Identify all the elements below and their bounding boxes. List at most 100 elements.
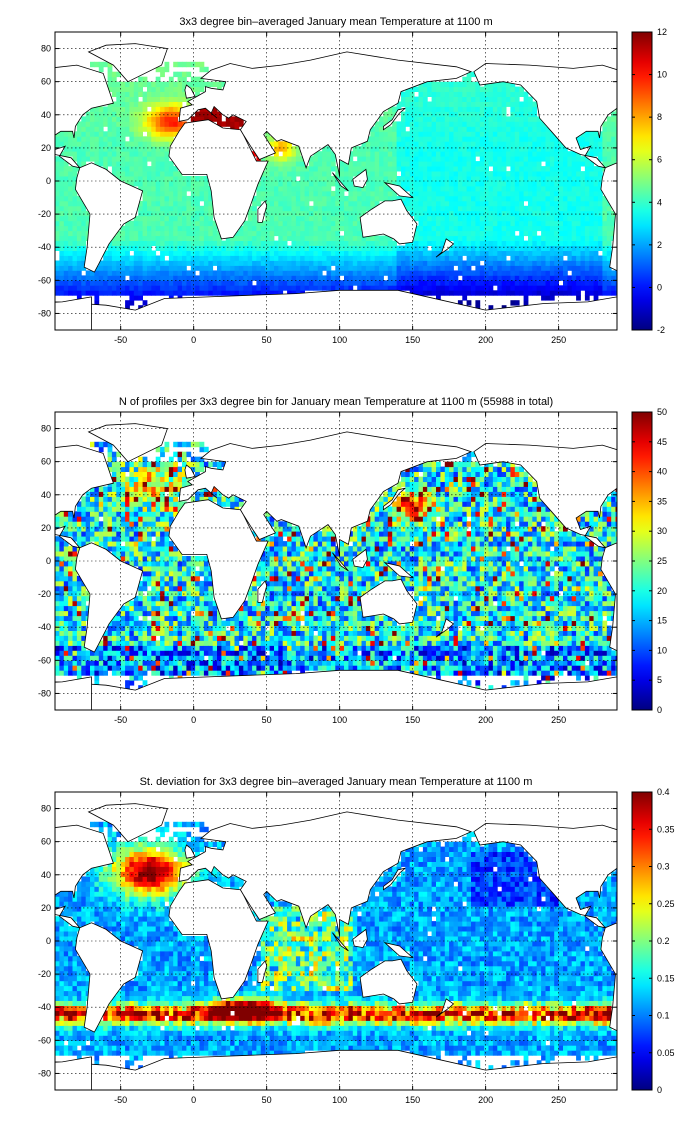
- bin-cell: [269, 141, 275, 147]
- bin-cell: [59, 285, 65, 291]
- bin-cell: [352, 161, 358, 167]
- bin-cell: [155, 116, 161, 122]
- bin-cell: [514, 240, 520, 246]
- bin-cell: [519, 200, 524, 207]
- bin-cell: [554, 245, 559, 251]
- bin-cell: [440, 116, 446, 122]
- bin-cell: [488, 260, 494, 266]
- bin-cell: [401, 111, 406, 117]
- bin-cell: [151, 516, 157, 522]
- bin-cell: [230, 260, 235, 266]
- bin-cell: [234, 290, 240, 296]
- bin-cell: [291, 205, 297, 212]
- bin-cell: [147, 640, 152, 646]
- bin-cell: [558, 220, 564, 227]
- bin-cell: [274, 146, 279, 152]
- bin-cell: [68, 655, 73, 661]
- bin-cell: [111, 526, 117, 532]
- bin-cell: [528, 131, 533, 137]
- bin-cell: [55, 566, 60, 572]
- bin-cell: [173, 91, 178, 97]
- bin-cell: [199, 176, 205, 182]
- bin-cell: [147, 126, 152, 132]
- bin-cell: [164, 245, 170, 251]
- bin-cell: [339, 280, 345, 286]
- bin-cell: [160, 195, 165, 202]
- bin-cell: [514, 285, 520, 291]
- bin-cell: [510, 195, 516, 202]
- bin-cell: [138, 456, 143, 463]
- bin-cell: [492, 146, 498, 152]
- bin-cell: [457, 265, 463, 271]
- bin-cell: [317, 195, 323, 202]
- bin-cell: [111, 270, 117, 276]
- bin-cell: [440, 106, 446, 112]
- bin-cell: [532, 240, 538, 246]
- bin-cell: [545, 215, 551, 222]
- bin-cell: [147, 660, 152, 666]
- bin-cell: [265, 220, 270, 227]
- bin-cell: [405, 111, 411, 117]
- bin-cell: [81, 536, 87, 542]
- bin-cell: [81, 121, 87, 127]
- bin-cell: [497, 275, 503, 281]
- bin-cell: [593, 285, 599, 291]
- bin-cell: [580, 200, 586, 207]
- bin-cell: [418, 166, 424, 172]
- bin-cell: [453, 186, 459, 192]
- bin-cell: [199, 275, 205, 281]
- bin-cell: [116, 166, 122, 172]
- bin-cell: [120, 655, 126, 661]
- bin-cell: [111, 640, 117, 646]
- bin-cell: [274, 181, 279, 187]
- bin-cell: [151, 186, 157, 192]
- bin-cell: [506, 240, 511, 246]
- bin-cell: [462, 270, 468, 276]
- bin-cell: [116, 620, 122, 626]
- bin-cell: [164, 220, 170, 227]
- bin-cell: [151, 575, 157, 582]
- bin-cell: [457, 210, 463, 217]
- bin-cell: [545, 230, 551, 237]
- bin-cell: [120, 521, 126, 527]
- bin-cell: [396, 181, 402, 187]
- bin-cell: [396, 131, 402, 137]
- bin-cell: [545, 136, 551, 142]
- bin-cell: [287, 265, 292, 271]
- bin-cell: [326, 275, 332, 281]
- bin-cell: [479, 96, 485, 102]
- bin-cell: [120, 471, 126, 477]
- bin-cell: [151, 96, 157, 102]
- bin-cell: [611, 225, 616, 232]
- bin-cell: [357, 275, 362, 281]
- bin-cell: [107, 541, 113, 547]
- bin-cell: [72, 195, 78, 202]
- bin-cell: [436, 235, 441, 241]
- bin-cell: [532, 141, 538, 147]
- bin-cell: [72, 655, 78, 661]
- bin-cell: [453, 86, 459, 92]
- bin-cell: [63, 610, 69, 617]
- bin-cell: [142, 461, 148, 468]
- bin-cell: [63, 250, 69, 256]
- bin-cell: [392, 245, 397, 251]
- bin-cell: [357, 280, 362, 286]
- bin-cell: [488, 190, 494, 197]
- bin-cell: [265, 265, 270, 271]
- bin-cell: [269, 156, 275, 162]
- bin-cell: [55, 225, 60, 232]
- bin-cell: [492, 186, 498, 192]
- bin-cell: [484, 126, 489, 132]
- bin-cell: [488, 285, 494, 291]
- bin-cell: [190, 186, 196, 192]
- bin-cell: [501, 106, 507, 112]
- bin-cell: [111, 235, 117, 241]
- bin-cell: [584, 240, 590, 246]
- bin-cell: [479, 215, 485, 222]
- bin-cell: [98, 655, 104, 661]
- bin-cell: [344, 250, 349, 256]
- bin-cell: [611, 146, 616, 152]
- bin-cell: [247, 215, 253, 222]
- bin-cell: [147, 141, 152, 147]
- bin-cell: [519, 166, 524, 172]
